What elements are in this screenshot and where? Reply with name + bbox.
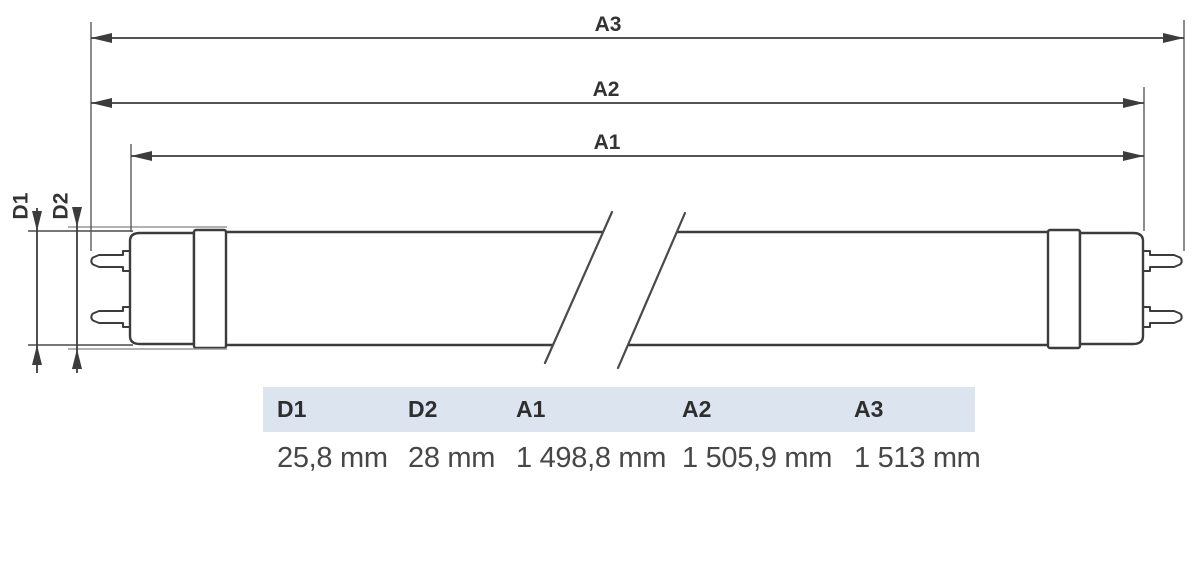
pin-right-bottom-icon xyxy=(1142,306,1183,328)
right-cap-ring xyxy=(1046,228,1082,350)
table-header-a3: A3 xyxy=(854,396,884,422)
dim-label-a1: A1 xyxy=(594,131,621,154)
pin-right-top-icon xyxy=(1142,250,1183,272)
table-header-row: D1 D2 A1 A2 A3 xyxy=(263,387,975,432)
dim-label-d1: D1 xyxy=(10,192,33,219)
dimension-arrowheads xyxy=(32,33,1184,369)
dim-label-d2: D2 xyxy=(50,193,73,220)
dim-label-a2: A2 xyxy=(593,78,620,101)
left-pins xyxy=(90,250,131,328)
table-value-a1: 1 498,8 mm xyxy=(516,442,667,474)
right-end-cap xyxy=(1078,231,1145,346)
extension-lines xyxy=(90,20,1185,251)
right-pins xyxy=(1142,250,1183,328)
pin-left-bottom-icon xyxy=(90,306,131,328)
table-header-d1: D1 xyxy=(277,396,307,422)
diameter-reference-lines xyxy=(28,226,227,350)
table-header-d2: D2 xyxy=(408,396,438,422)
tube-body xyxy=(226,230,1048,347)
break-symbol-icon xyxy=(543,210,687,370)
table-value-row: 25,8 mm 28 mm 1 498,8 mm 1 505,9 mm 1 51… xyxy=(263,442,981,478)
table-header-a2: A2 xyxy=(682,396,712,422)
pin-left-top-icon xyxy=(90,250,131,272)
dimension-lines xyxy=(36,37,1184,373)
table-value-a3: 1 513 mm xyxy=(854,442,981,474)
table-value-d1: 25,8 mm xyxy=(277,442,388,474)
table-header-a1: A1 xyxy=(516,396,546,422)
table-value-a2: 1 505,9 mm xyxy=(682,442,833,474)
table-value-d2: 28 mm xyxy=(408,442,496,474)
tube-dimension-diagram: A3 A2 A1 D1 D2 xyxy=(10,13,1185,373)
left-cap-ring xyxy=(192,228,228,350)
left-end-cap xyxy=(128,231,196,346)
dim-label-a3: A3 xyxy=(595,13,622,36)
